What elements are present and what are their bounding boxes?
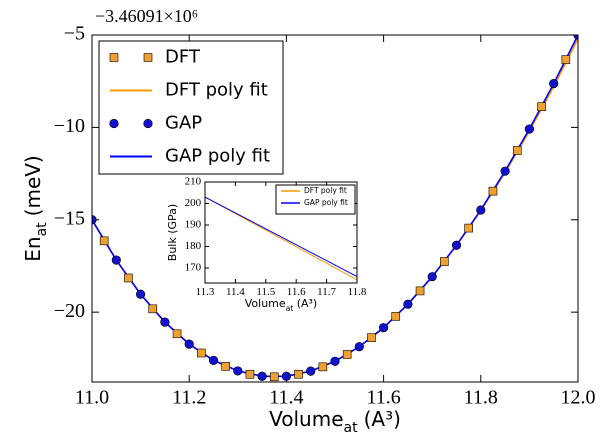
legend-box (98, 40, 284, 175)
y-tick-label: 200 (185, 197, 202, 209)
circle-marker (111, 255, 121, 265)
circle-marker (524, 124, 535, 134)
x-tick-label: 12.0 (561, 387, 596, 409)
square-marker (512, 146, 522, 155)
square-marker (561, 55, 571, 64)
x-tick-label: 11.0 (75, 387, 109, 409)
circle-marker (281, 371, 292, 381)
circle-marker (354, 342, 364, 352)
square-marker (464, 223, 473, 233)
square-marker (294, 369, 303, 379)
series-group (205, 196, 357, 281)
legend-marker (143, 118, 153, 129)
square-marker (391, 312, 401, 321)
square-marker (221, 361, 230, 371)
legend-label: DFT poly fit (165, 80, 268, 101)
circle-marker (92, 215, 97, 225)
y-tick-label: −15 (54, 207, 85, 229)
legend-label: GAP poly fit (165, 146, 270, 167)
circle-marker (476, 205, 486, 215)
label-part: En (21, 236, 45, 261)
offset-label: −3.46091×10⁶ (95, 6, 198, 26)
square-marker (488, 186, 498, 196)
circle-marker (427, 272, 437, 282)
y-tick-label: 170 (185, 261, 202, 273)
circle-marker (184, 339, 194, 349)
axis-label: Volumeat (A³) (269, 407, 401, 437)
y-tick-label: 190 (185, 219, 202, 231)
legend-label: GAP (165, 113, 202, 134)
square-marker (197, 348, 206, 358)
label-subscript: at (344, 420, 359, 436)
square-marker (342, 350, 352, 359)
square-marker (99, 236, 109, 246)
label-part: Bulk (GPa) (166, 204, 179, 261)
x-tick-label: 11.6 (287, 286, 306, 298)
plot-frame (204, 181, 358, 284)
x-tick-label: 11.4 (269, 387, 303, 409)
square-marker (269, 372, 279, 382)
label-subscript: at (286, 303, 294, 312)
legend-label: DFT poly fit (304, 186, 347, 195)
circle-marker (500, 166, 510, 176)
square-marker (367, 333, 376, 342)
circle-marker (403, 299, 413, 309)
circle-marker (208, 355, 219, 365)
legend-marker (143, 53, 153, 62)
series-line (205, 196, 357, 277)
x-tick-label: 11.7 (317, 286, 336, 298)
circle-marker (257, 371, 267, 381)
square-marker (245, 369, 255, 379)
legend-marker (109, 53, 119, 62)
square-marker (415, 286, 425, 296)
label-subscript: at (34, 222, 50, 237)
legend-label: DFT (165, 47, 201, 68)
square-marker (537, 102, 546, 111)
square-marker (172, 329, 182, 339)
x-tick-label: 11.4 (226, 286, 245, 298)
y-tick-label: −10 (54, 115, 85, 137)
x-tick-label: 11.8 (348, 286, 367, 298)
x-tick-label: 11.8 (464, 387, 498, 409)
square-marker (148, 304, 158, 314)
circle-marker (379, 323, 389, 333)
circle-marker (160, 317, 170, 327)
y-tick-label: 180 (185, 240, 202, 252)
label-part: (A³) (297, 297, 318, 310)
x-tick-label: 11.3 (196, 286, 215, 298)
x-tick-label: 11.6 (366, 387, 400, 409)
plot-frame (91, 34, 579, 383)
axis-label: Bulk (GPa) (166, 204, 179, 261)
x-tick-label: 11.2 (172, 387, 206, 409)
square-marker (124, 273, 133, 283)
axis-label: Enat (meV) (21, 155, 51, 261)
axis-label: Volumeat (A³) (245, 297, 317, 313)
circle-marker (136, 289, 146, 299)
circle-marker (233, 366, 243, 376)
label-part: Volume (269, 407, 343, 431)
circle-marker (549, 78, 559, 89)
circle-marker (451, 240, 462, 250)
legend-box (275, 184, 356, 215)
label-part: (A³) (364, 407, 401, 431)
legend-marker (109, 118, 119, 129)
square-marker (440, 257, 449, 266)
y-tick-label: −20 (54, 300, 85, 322)
label-part: Volume (245, 297, 286, 310)
label-part: (meV) (21, 155, 45, 216)
circle-marker (306, 366, 316, 376)
x-tick-label: 11.5 (256, 286, 275, 298)
circle-marker (330, 356, 340, 366)
series-group (92, 35, 578, 382)
y-tick-label: −5 (64, 23, 85, 45)
square-marker (318, 362, 328, 372)
y-tick-label: 210 (185, 176, 202, 188)
legend-label: GAP poly fit (304, 198, 348, 207)
